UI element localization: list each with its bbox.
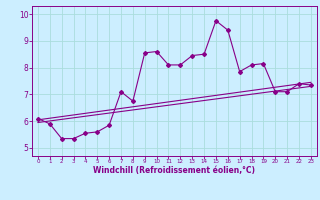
- X-axis label: Windchill (Refroidissement éolien,°C): Windchill (Refroidissement éolien,°C): [93, 166, 255, 175]
